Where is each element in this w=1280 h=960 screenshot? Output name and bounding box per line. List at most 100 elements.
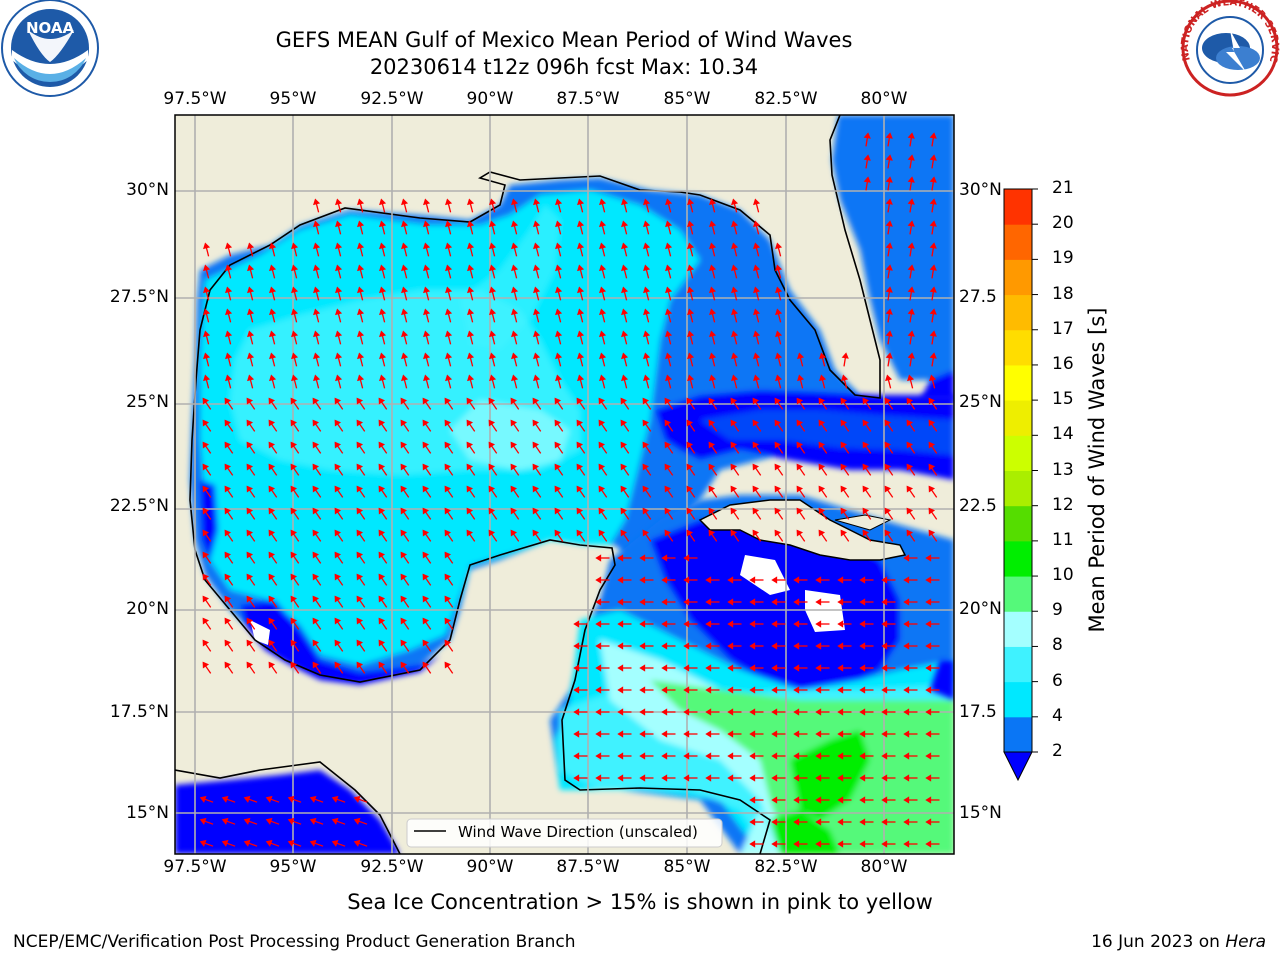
wind-wave-arrowhead — [727, 708, 734, 716]
wind-wave-arrowhead — [925, 774, 932, 782]
wind-wave-arrowhead — [356, 529, 364, 537]
wind-wave-arrowhead — [595, 664, 602, 672]
wind-wave-arrowhead — [775, 286, 783, 294]
wind-wave-arrowhead — [555, 308, 563, 316]
wind-wave-arrowhead — [291, 352, 299, 360]
wind-wave-arrowhead — [444, 573, 452, 581]
wind-wave-arrowhead — [730, 419, 738, 427]
wind-wave-arrowhead — [356, 639, 364, 647]
wind-wave-arrowhead — [599, 242, 607, 250]
wind-wave-arrowhead — [576, 529, 584, 537]
wind-wave-arrowhead — [511, 352, 519, 360]
wind-wave-arrowhead — [929, 242, 937, 249]
wind-wave-arrowhead — [620, 441, 628, 449]
wind-wave-arrowhead — [202, 397, 210, 405]
lat-label-right: 22.5 — [959, 496, 997, 516]
wind-wave-arrowhead — [466, 419, 474, 427]
wind-wave-arrowhead — [686, 441, 694, 449]
wind-wave-arrowhead — [247, 286, 255, 294]
wind-wave-arrowhead — [881, 730, 888, 738]
wind-wave-arrowhead — [422, 419, 430, 427]
wind-wave-arrowhead — [903, 598, 910, 606]
wind-wave-arrowhead — [555, 286, 563, 294]
wind-wave-arrowhead — [312, 595, 320, 603]
wind-wave-arrowhead — [357, 330, 365, 338]
wind-wave-arrowhead — [378, 595, 386, 603]
wind-wave-arrowhead — [247, 264, 255, 272]
wind-wave-arrowhead — [291, 374, 299, 382]
wind-wave-arrowhead — [727, 598, 734, 606]
wind-wave-arrowhead — [246, 441, 254, 449]
lat-label-right: 25°N — [959, 392, 1002, 412]
lon-label-top: 90°W — [466, 89, 514, 109]
wind-wave-arrowhead — [907, 198, 915, 205]
wind-wave-arrowhead — [555, 264, 563, 272]
wind-wave-arrowhead — [489, 220, 497, 228]
wind-wave-arrowhead — [928, 529, 936, 537]
wind-wave-arrowhead — [379, 264, 387, 272]
wind-wave-arrowhead — [753, 198, 761, 206]
wind-wave-arrowhead — [423, 308, 431, 316]
wind-wave-arrowhead — [224, 617, 232, 625]
wind-wave-arrowhead — [202, 639, 210, 647]
wind-wave-arrowhead — [928, 485, 936, 493]
wind-wave-arrowhead — [353, 795, 361, 803]
wind-wave-arrowhead — [771, 598, 778, 606]
lon-label-top: 87.5°W — [556, 89, 620, 109]
wind-wave-arrowhead — [683, 730, 690, 738]
wind-wave-arrowhead — [488, 529, 496, 537]
wind-wave-arrowhead — [727, 752, 734, 760]
wind-wave-arrowhead — [246, 419, 254, 427]
wind-wave-arrowhead — [621, 308, 629, 316]
wind-wave-arrowhead — [664, 507, 672, 515]
wind-wave-arrowhead — [840, 441, 848, 449]
wind-wave-arrowhead — [335, 198, 343, 206]
wind-wave-arrowhead — [885, 308, 893, 315]
wind-wave-arrowhead — [683, 620, 690, 628]
wind-wave-arrowhead — [686, 419, 694, 427]
colorbar-segment — [1004, 716, 1032, 753]
wind-wave-arrowhead — [925, 796, 932, 804]
colorbar-tick-label: 17 — [1052, 318, 1074, 339]
wind-wave-arrowhead — [907, 374, 915, 382]
wind-wave-arrowhead — [903, 752, 910, 760]
wind-wave-arrowhead — [268, 441, 276, 449]
wind-wave-arrowhead — [687, 308, 695, 316]
wind-wave-arrowhead — [489, 264, 497, 272]
wind-wave-arrowhead — [511, 220, 519, 228]
wind-wave-arrowhead — [532, 507, 540, 515]
wind-wave-arrowhead — [906, 529, 914, 537]
wind-wave-arrowhead — [555, 198, 563, 206]
wind-wave-arrowhead — [907, 286, 915, 293]
wind-wave-arrowhead — [313, 286, 321, 294]
wind-wave-arrowhead — [620, 397, 628, 405]
wind-wave-arrowhead — [268, 639, 276, 647]
wind-wave-arrowhead — [599, 198, 607, 206]
wind-wave-arrowhead — [749, 642, 756, 650]
colorbar-segment — [1004, 576, 1032, 612]
wind-wave-arrowhead — [752, 397, 760, 405]
wind-wave-arrowhead — [753, 352, 761, 360]
wind-wave-arrowhead — [532, 529, 540, 537]
wind-wave-arrowhead — [752, 529, 760, 537]
wind-wave-arrowhead — [379, 220, 387, 228]
wind-wave-arrowhead — [598, 485, 606, 493]
wind-wave-arrowhead — [554, 419, 562, 427]
wind-wave-arrowhead — [243, 817, 251, 825]
wind-wave-arrowhead — [731, 330, 739, 338]
wind-wave-arrowhead — [617, 774, 624, 782]
wind-wave-arrowhead — [925, 642, 932, 650]
wind-wave-arrowhead — [840, 397, 848, 405]
wind-wave-arrowhead — [885, 220, 893, 227]
wind-wave-arrowhead — [422, 661, 430, 669]
wind-wave-arrowhead — [379, 286, 387, 294]
colorbar-segment — [1004, 470, 1032, 507]
wind-wave-arrowhead — [202, 419, 210, 427]
wind-wave-arrowhead — [488, 419, 496, 427]
wind-wave-arrowhead — [334, 639, 342, 647]
wind-wave-arrowhead — [639, 598, 646, 606]
wind-wave-arrowhead — [793, 708, 800, 716]
wind-wave-arrowhead — [356, 507, 364, 515]
wind-wave-arrowhead — [885, 198, 893, 205]
wind-wave-arrowhead — [312, 529, 320, 537]
